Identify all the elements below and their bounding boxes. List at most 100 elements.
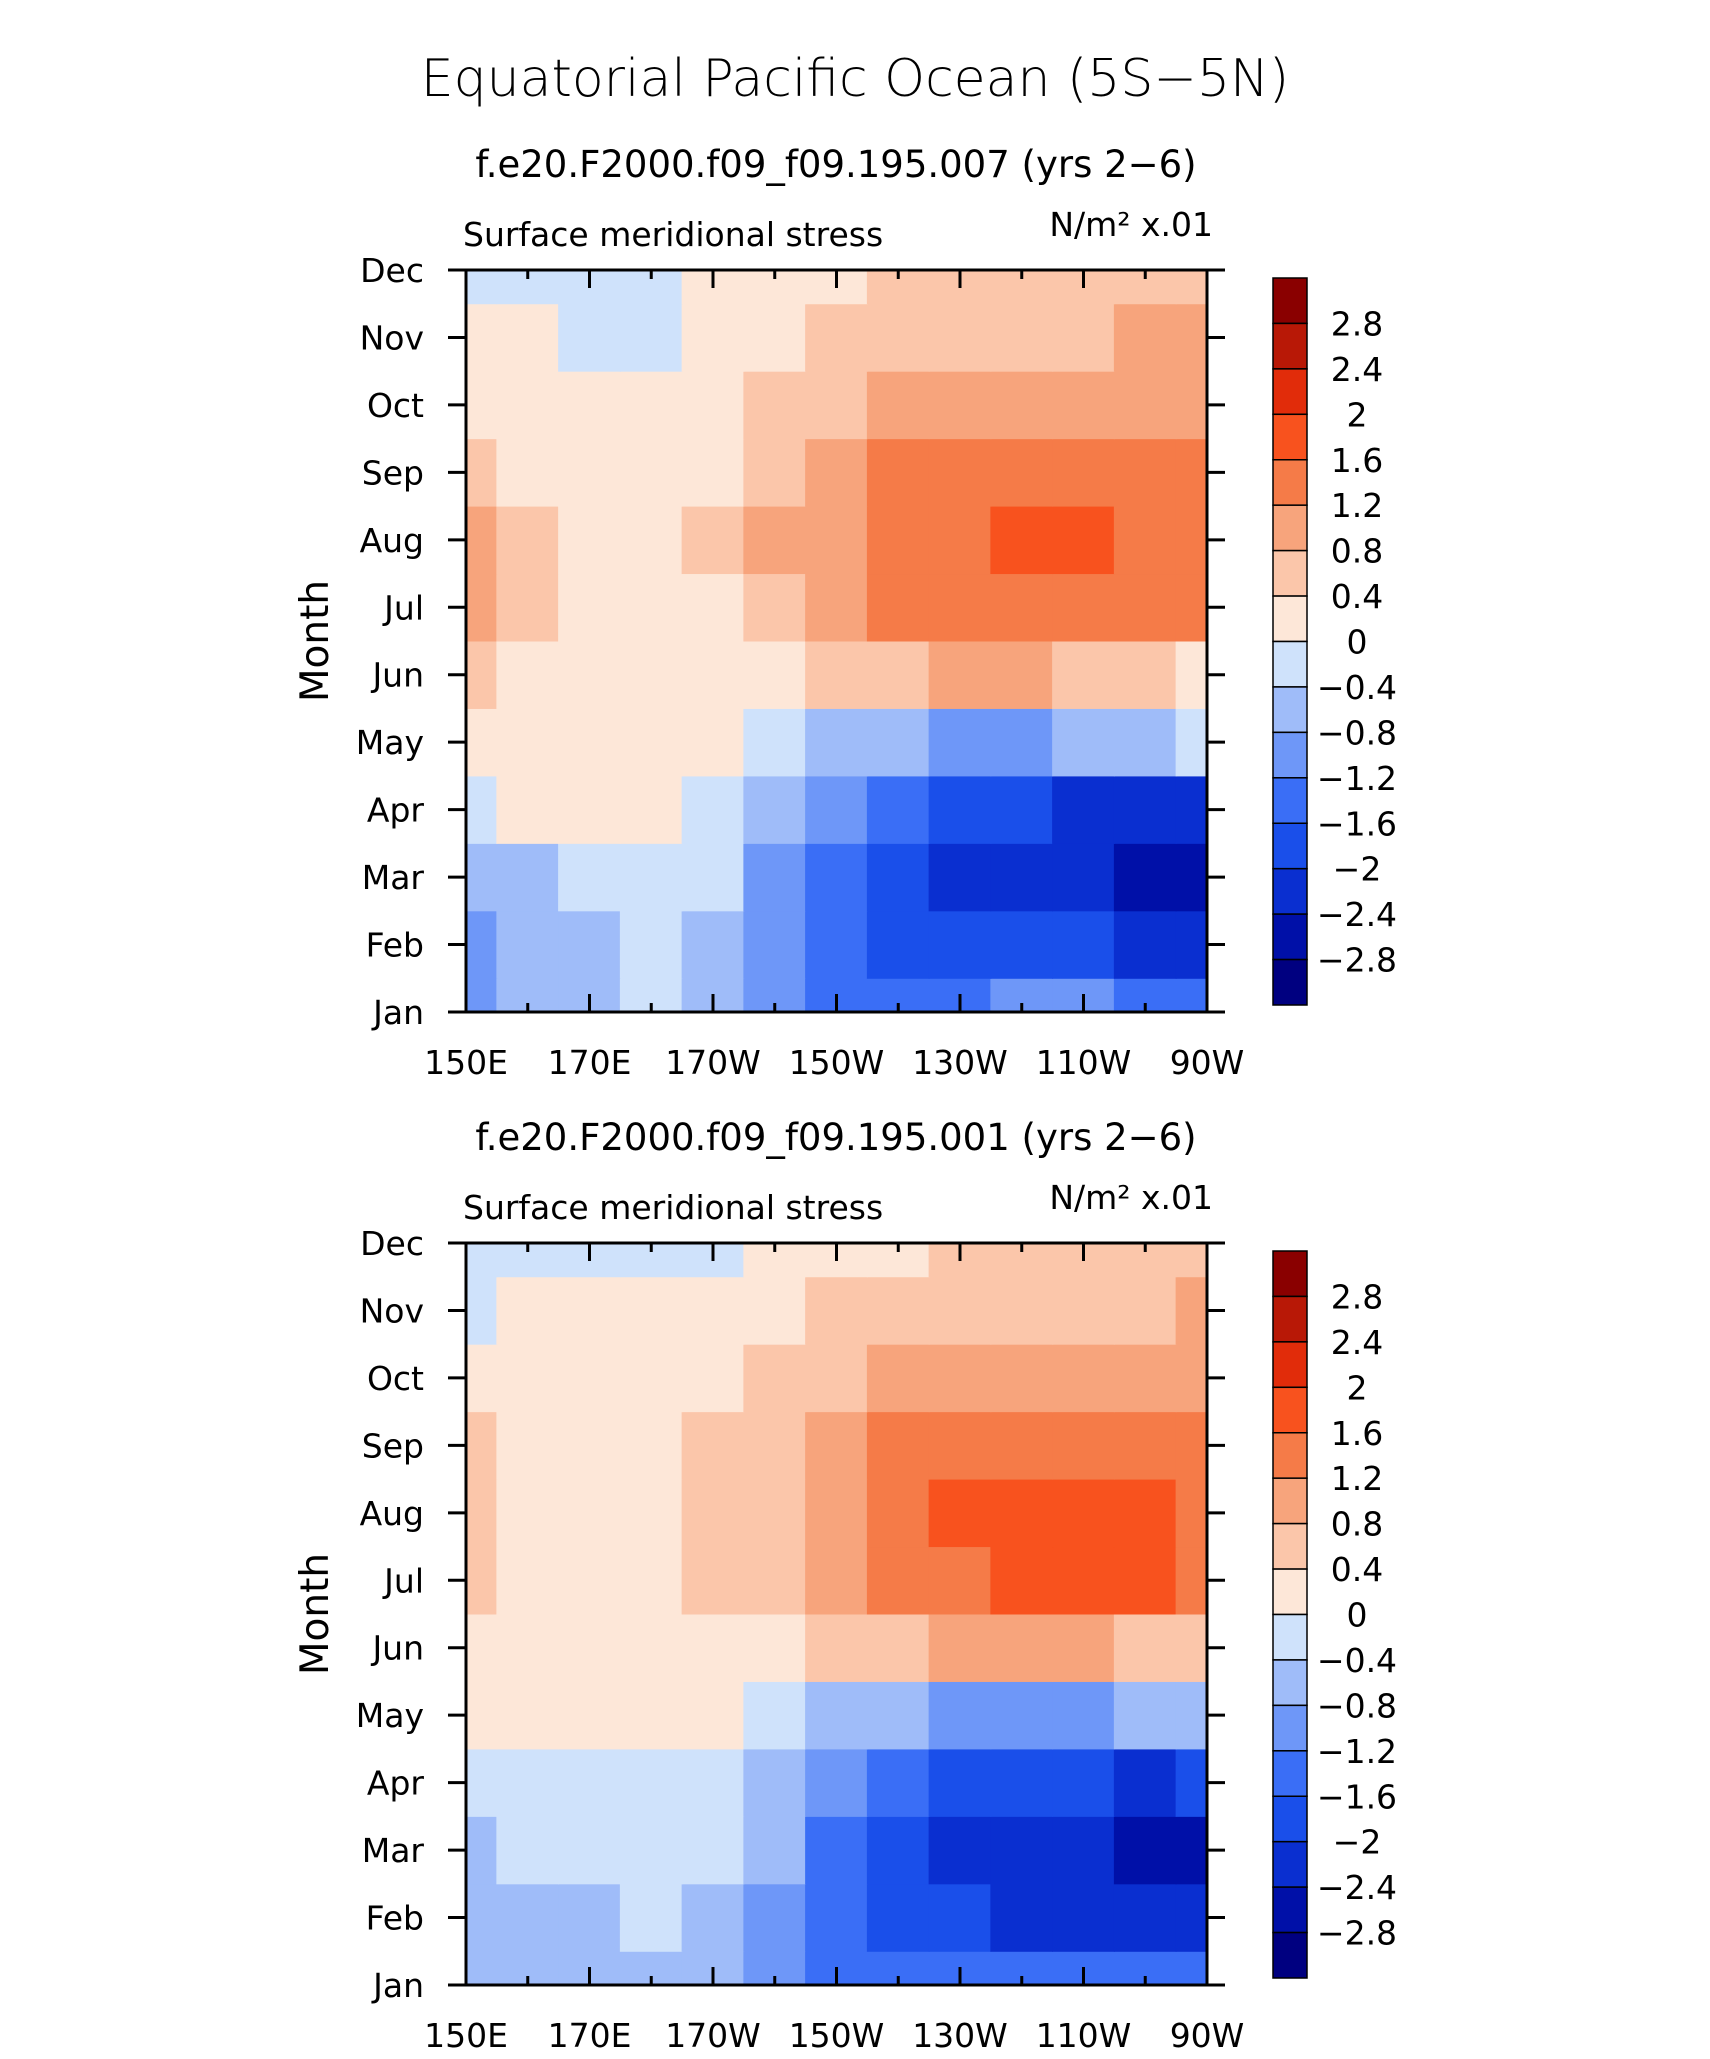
data-cell — [1113, 1478, 1177, 1548]
data-cell — [496, 640, 560, 709]
data-cell — [805, 1883, 868, 1952]
x-tick-label: 150E — [424, 2016, 508, 2055]
data-cell — [558, 303, 621, 372]
data-cell — [558, 1276, 621, 1345]
data-cell — [681, 707, 745, 777]
data-cell — [928, 1815, 992, 1885]
data-cell — [681, 1815, 745, 1885]
data-cell — [928, 1883, 992, 1952]
data-cell — [466, 505, 498, 575]
data-cell — [866, 1276, 930, 1345]
data-cell — [619, 370, 683, 440]
data-cell — [496, 1815, 560, 1885]
data-cell — [619, 640, 683, 709]
data-cell — [619, 1883, 683, 1952]
data-cell — [743, 707, 807, 777]
panel-2-plot-area — [466, 1243, 1207, 1985]
data-cell — [1113, 1343, 1177, 1413]
colorbar-box — [1272, 459, 1308, 506]
data-cell — [681, 505, 745, 575]
colorbar-label: −0.4 — [1317, 1641, 1397, 1680]
data-cell — [1052, 1411, 1115, 1480]
panel-2-variable-label: Surface meridional stress — [463, 1188, 883, 1227]
panel-1-y-axis: Jan Feb Mar Apr May Jun Jul Aug Sep Oct Nov Dec — [356, 251, 1225, 1032]
data-cell — [866, 303, 930, 372]
colorbar-box — [1272, 958, 1308, 1006]
panel-1-units-label: N/m² x.01 — [1049, 205, 1213, 244]
data-cell — [1052, 910, 1115, 979]
panel-2-colorbar: 2.8 2.4 2 1.6 1.2 0.8 0.4 0 −0.4 −0.8 −1.2 −1.6 −2 −2… — [1272, 1250, 1397, 1979]
colorbar-box — [1272, 595, 1308, 643]
data-cell — [990, 1883, 1054, 1952]
y-tick-label: Jul — [382, 588, 424, 627]
y-tick-label: Nov — [360, 318, 424, 357]
data-cell — [1175, 573, 1207, 642]
colorbar-box — [1272, 1840, 1308, 1888]
data-cell — [928, 1343, 992, 1413]
data-cell — [990, 1680, 1054, 1750]
data-cell — [743, 775, 807, 844]
data-cell — [866, 707, 930, 777]
x-tick-label: 130W — [912, 2016, 1008, 2055]
data-cell — [466, 1411, 498, 1480]
colorbar-box — [1272, 277, 1308, 325]
x-tick-label: 170E — [548, 1043, 632, 1082]
data-cell — [928, 842, 992, 912]
y-tick-label: Apr — [367, 1764, 425, 1803]
data-cell — [743, 1343, 807, 1413]
colorbar-box — [1272, 1886, 1308, 1934]
data-cell — [1113, 707, 1177, 777]
data-cell — [866, 438, 930, 507]
colorbar-box — [1272, 1613, 1308, 1661]
colorbar-label: 1.2 — [1331, 1459, 1383, 1498]
colorbar-label: 0.8 — [1331, 532, 1383, 571]
data-cell — [1113, 370, 1177, 440]
colorbar-label: 0.4 — [1331, 1550, 1383, 1589]
data-cell — [990, 707, 1054, 777]
colorbar-label: −2.4 — [1317, 895, 1397, 934]
colorbar-box — [1272, 368, 1308, 416]
y-tick-label: Jun — [370, 656, 424, 695]
data-cell — [1113, 303, 1177, 372]
data-cell — [1113, 1748, 1177, 1817]
colorbar-box — [1272, 1522, 1308, 1570]
colorbar-label: 2 — [1347, 1368, 1368, 1407]
x-tick-label: 150E — [424, 1043, 508, 1082]
y-tick-label: Aug — [360, 1494, 424, 1533]
data-cell — [866, 1883, 930, 1952]
data-cell — [866, 1815, 930, 1885]
data-cell — [558, 1478, 621, 1548]
data-cell — [805, 1748, 868, 1817]
colorbar-label: −2.4 — [1317, 1868, 1397, 1907]
colorbar-box — [1272, 549, 1308, 597]
y-tick-label: May — [356, 723, 424, 762]
data-cell — [558, 910, 621, 979]
data-cell — [1052, 1546, 1115, 1615]
data-cell — [466, 910, 498, 979]
colorbar-box — [1272, 1295, 1308, 1343]
data-cell — [496, 370, 560, 440]
data-cell — [681, 775, 745, 844]
data-cell — [558, 1546, 621, 1615]
data-cell — [1175, 1613, 1207, 1682]
data-cell — [1052, 1343, 1115, 1413]
data-cell — [928, 1411, 992, 1480]
y-tick-label: Apr — [367, 791, 425, 830]
data-cell — [558, 640, 621, 709]
colorbar-label: 0 — [1347, 1596, 1368, 1635]
data-cell — [1113, 640, 1177, 709]
data-cell — [866, 910, 930, 979]
colorbar-box — [1272, 1659, 1308, 1707]
colorbar-label: −0.8 — [1317, 713, 1397, 752]
data-cell — [743, 1883, 807, 1952]
data-cell — [466, 573, 498, 642]
data-cell — [1113, 573, 1177, 642]
data-cell — [1052, 303, 1115, 372]
data-cell — [1052, 640, 1115, 709]
data-cell — [1175, 1343, 1207, 1413]
data-cell — [1175, 303, 1207, 372]
data-cell — [496, 505, 560, 575]
colorbar-box — [1272, 867, 1308, 915]
data-cell — [805, 640, 868, 709]
data-cell — [866, 1748, 930, 1817]
